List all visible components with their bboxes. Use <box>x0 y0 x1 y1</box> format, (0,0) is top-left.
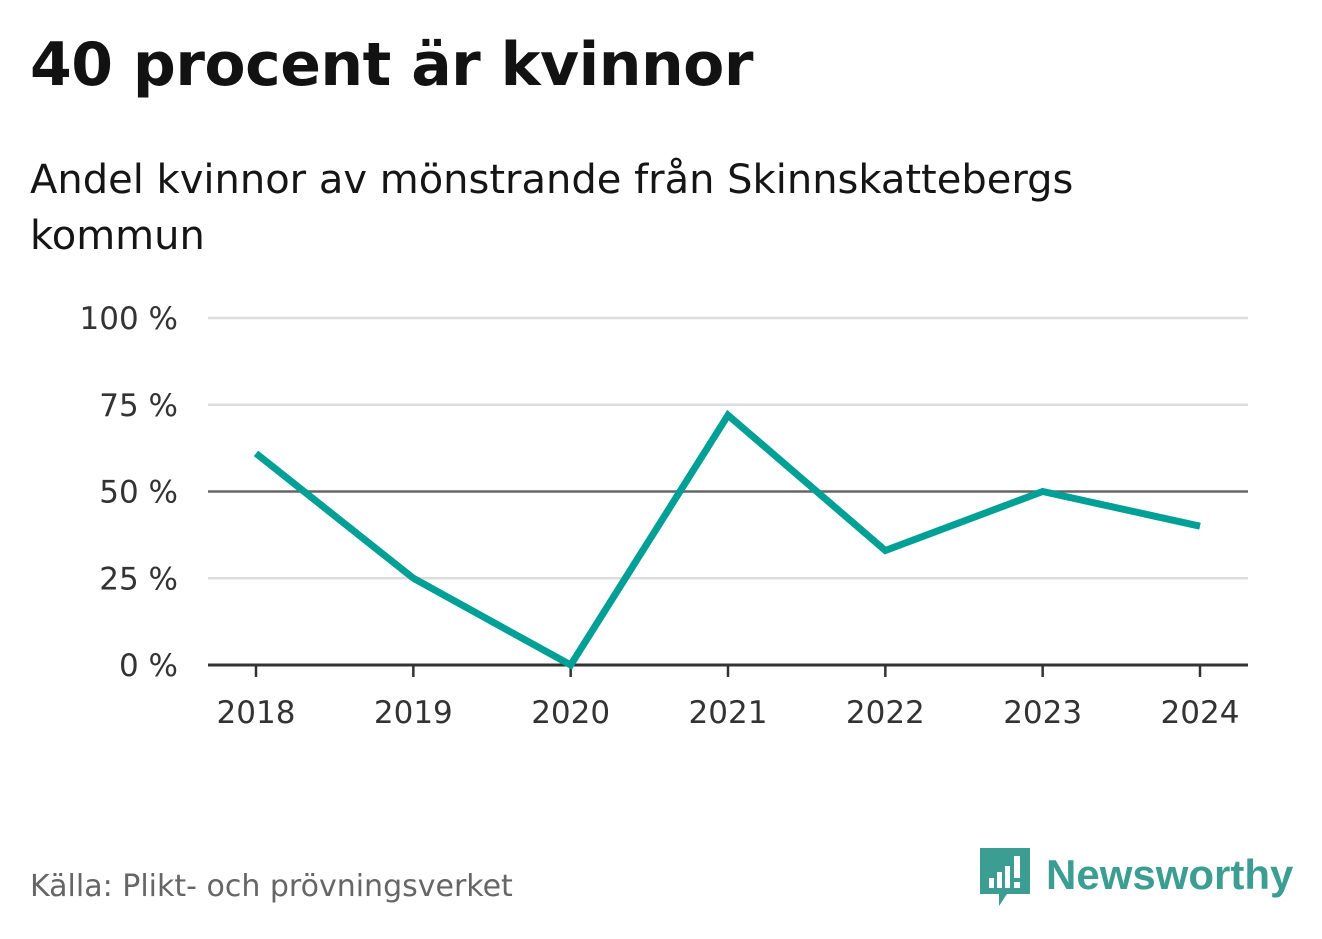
y-tick-label: 100 % <box>80 301 178 337</box>
source-note: Källa: Plikt- och prövningsverket <box>30 869 513 904</box>
x-tick-label: 2022 <box>846 695 925 731</box>
y-tick-label: 25 % <box>99 561 178 597</box>
brand-name: Newsworthy <box>1046 851 1294 898</box>
x-tick-label: 2020 <box>531 695 610 731</box>
x-tick-label: 2018 <box>217 695 296 731</box>
series-line <box>253 409 1201 670</box>
bar-chart-speech-bubble-icon <box>980 848 1030 906</box>
x-tick-label: 2023 <box>1003 695 1082 731</box>
brand-logo: Newsworthy <box>980 848 1293 910</box>
x-tick-label: 2021 <box>689 695 768 731</box>
y-tick-label: 50 % <box>99 475 178 511</box>
y-tick-label: 75 % <box>99 388 178 424</box>
x-tick-label: 2024 <box>1161 695 1240 731</box>
x-tick-label: 2019 <box>374 695 453 731</box>
chart-title: 40 procent är kvinnor <box>30 30 753 100</box>
chart-subtitle: Andel kvinnor av mönstrande från Skinnsk… <box>30 157 1074 259</box>
y-tick-label: 0 % <box>119 648 178 684</box>
